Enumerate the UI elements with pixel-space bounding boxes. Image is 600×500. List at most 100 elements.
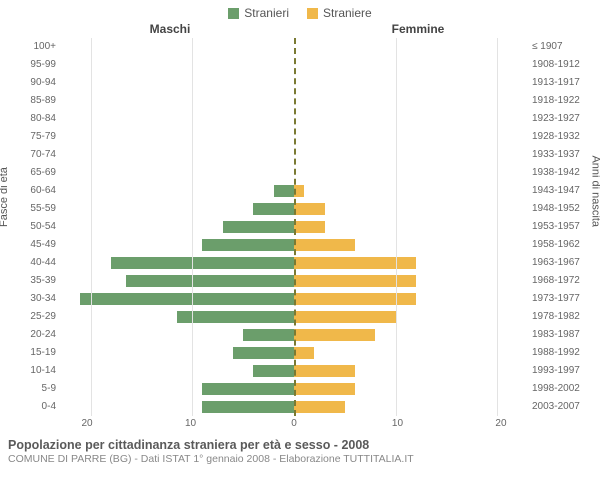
bar-male [253, 365, 294, 378]
chart-title: Popolazione per cittadinanza straniera p… [8, 438, 592, 452]
bar-row [60, 326, 528, 344]
bar-female [294, 293, 416, 306]
x-tick: 0 [291, 418, 297, 429]
bar-male [233, 347, 294, 360]
bar-row [60, 200, 528, 218]
bar-female [294, 401, 345, 414]
age-tick: 65-69 [4, 168, 56, 178]
bar-row [60, 74, 528, 92]
bar-male [202, 239, 294, 252]
age-tick: 50-54 [4, 222, 56, 232]
legend-swatch-female [307, 8, 318, 19]
legend-label-female: Straniere [323, 6, 372, 20]
bar-row [60, 398, 528, 416]
age-tick: 80-84 [4, 114, 56, 124]
bar-male [126, 275, 294, 288]
bar-row [60, 110, 528, 128]
legend: Stranieri Straniere [0, 0, 600, 20]
year-tick: 1918-1922 [532, 96, 596, 106]
age-tick: 100+ [4, 42, 56, 52]
year-tick: 1928-1932 [532, 132, 596, 142]
age-ticks: 100+95-9990-9485-8980-8475-7970-7465-696… [0, 38, 60, 416]
bar-row [60, 236, 528, 254]
age-tick: 90-94 [4, 78, 56, 88]
year-tick: 1968-1972 [532, 276, 596, 286]
age-tick: 70-74 [4, 150, 56, 160]
y-axis-label-right: Anni di nascita [590, 155, 600, 227]
bar-male [177, 311, 294, 324]
bar-row [60, 92, 528, 110]
year-tick: 1953-1957 [532, 222, 596, 232]
year-tick: 1933-1937 [532, 150, 596, 160]
chart-subtitle: COMUNE DI PARRE (BG) - Dati ISTAT 1° gen… [8, 453, 592, 465]
legend-item-male: Stranieri [228, 6, 289, 20]
year-tick: 1978-1982 [532, 312, 596, 322]
bar-row [60, 290, 528, 308]
bar-row [60, 128, 528, 146]
age-tick: 55-59 [4, 204, 56, 214]
age-tick: 10-14 [4, 366, 56, 376]
bar-male [80, 293, 294, 306]
year-tick: 1948-1952 [532, 204, 596, 214]
legend-item-female: Straniere [307, 6, 372, 20]
bar-row [60, 344, 528, 362]
header-male: Maschi [56, 22, 294, 36]
age-tick: 85-89 [4, 96, 56, 106]
column-headers: Maschi Femmine [0, 22, 600, 36]
bar-row [60, 146, 528, 164]
age-tick: 15-19 [4, 348, 56, 358]
bar-male [243, 329, 294, 342]
y-axis-label-left: Fasce di età [0, 167, 10, 227]
bar-row [60, 56, 528, 74]
x-axis: 201001020 [0, 418, 600, 432]
age-tick: 75-79 [4, 132, 56, 142]
bar-row [60, 380, 528, 398]
legend-label-male: Stranieri [244, 6, 289, 20]
bar-female [294, 257, 416, 270]
legend-swatch-male [228, 8, 239, 19]
bar-female [294, 185, 304, 198]
year-tick: 1943-1947 [532, 186, 596, 196]
year-tick: ≤ 1907 [532, 42, 596, 52]
year-tick: 1923-1927 [532, 114, 596, 124]
year-tick: 1983-1987 [532, 330, 596, 340]
bar-row [60, 272, 528, 290]
bar-row [60, 218, 528, 236]
plot [60, 38, 528, 416]
age-tick: 35-39 [4, 276, 56, 286]
year-tick: 1988-1992 [532, 348, 596, 358]
age-tick: 20-24 [4, 330, 56, 340]
year-tick: 1913-1917 [532, 78, 596, 88]
bar-male [202, 401, 294, 414]
age-tick: 25-29 [4, 312, 56, 322]
bar-male [223, 221, 294, 234]
age-tick: 30-34 [4, 294, 56, 304]
x-tick: 20 [81, 418, 92, 429]
age-tick: 40-44 [4, 258, 56, 268]
bar-female [294, 221, 325, 234]
chart-area: Fasce di età Anni di nascita 100+ 95-99 90… [0, 38, 600, 416]
bar-male [111, 257, 294, 270]
bar-row [60, 182, 528, 200]
bar-female [294, 383, 355, 396]
bar-female [294, 311, 396, 324]
bar-female [294, 347, 314, 360]
x-tick: 10 [185, 418, 196, 429]
bar-male [253, 203, 294, 216]
age-tick: 0-4 [4, 402, 56, 412]
year-tick: 1908-1912 [532, 60, 596, 70]
bar-female [294, 239, 355, 252]
bar-row [60, 164, 528, 182]
year-tick: 1938-1942 [532, 168, 596, 178]
age-tick: 5-9 [4, 384, 56, 394]
bar-rows [60, 38, 528, 416]
bar-female [294, 275, 416, 288]
year-tick: 2003-2007 [532, 402, 596, 412]
bar-row [60, 254, 528, 272]
footer: Popolazione per cittadinanza straniera p… [0, 432, 600, 465]
bar-female [294, 329, 375, 342]
year-tick: 1993-1997 [532, 366, 596, 376]
year-tick: 1958-1962 [532, 240, 596, 250]
x-tick: 20 [495, 418, 506, 429]
age-tick: 95-99 [4, 60, 56, 70]
